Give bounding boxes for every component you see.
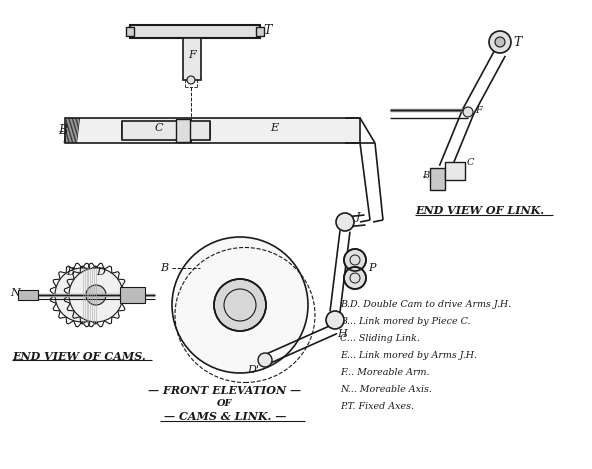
Text: B.D. Double Cam to drive Arms J.H.: B.D. Double Cam to drive Arms J.H. [340, 300, 511, 309]
Circle shape [336, 213, 354, 231]
Circle shape [86, 285, 106, 305]
Text: D: D [96, 267, 105, 277]
Text: P: P [368, 263, 375, 273]
Bar [430, 168, 445, 190]
Bar [256, 27, 264, 36]
Text: END VIEW OF CAMS.: END VIEW OF CAMS. [12, 350, 146, 362]
Bar [183, 38, 201, 80]
Circle shape [72, 285, 92, 305]
Text: N: N [239, 298, 249, 311]
Text: OF: OF [217, 399, 233, 408]
Text: F... Moreable Arm.: F... Moreable Arm. [340, 368, 430, 377]
Text: C... Sliding Link.: C... Sliding Link. [340, 334, 420, 343]
Circle shape [187, 76, 195, 84]
Bar [176, 119, 190, 142]
Text: T: T [263, 23, 271, 37]
Text: — CAMS & LINK. —: — CAMS & LINK. — [164, 410, 286, 422]
Circle shape [495, 37, 505, 47]
Bar [122, 121, 210, 140]
Text: N... Moreable Axis.: N... Moreable Axis. [340, 385, 432, 394]
Text: P.T. Fixed Axes.: P.T. Fixed Axes. [340, 402, 414, 411]
Text: H: H [337, 329, 347, 339]
Text: E... Link mored by Arms J.H.: E... Link mored by Arms J.H. [340, 351, 477, 360]
Text: C: C [467, 158, 475, 166]
Text: — FRONT ELEVATION —: — FRONT ELEVATION — [149, 385, 301, 395]
Text: N: N [10, 288, 20, 298]
Text: END VIEW OF LINK.: END VIEW OF LINK. [415, 204, 544, 215]
Text: Ƀ: Ƀ [422, 171, 429, 180]
Bar [18, 290, 38, 300]
Bar [445, 162, 465, 180]
Circle shape [463, 107, 473, 117]
Text: Ƀ... Link mored by Piece C.: Ƀ... Link mored by Piece C. [340, 317, 471, 326]
Text: D': D' [247, 365, 259, 375]
Circle shape [344, 249, 366, 271]
Text: C: C [155, 123, 163, 133]
Circle shape [69, 268, 123, 322]
Bar [65, 118, 360, 143]
Circle shape [55, 268, 109, 322]
Text: Ƀ: Ƀ [58, 123, 67, 136]
Text: F: F [475, 106, 482, 114]
Text: F: F [188, 50, 196, 60]
Circle shape [214, 279, 266, 331]
Text: B: B [66, 267, 74, 277]
Bar [120, 287, 145, 303]
Bar [130, 25, 260, 38]
Circle shape [326, 311, 344, 329]
Text: B: B [160, 263, 168, 273]
Circle shape [344, 267, 366, 289]
Circle shape [172, 237, 308, 373]
Circle shape [258, 353, 272, 367]
Text: T: T [513, 36, 522, 48]
Text: J: J [356, 212, 361, 222]
Text: E: E [270, 123, 278, 133]
Bar [126, 27, 134, 36]
Circle shape [489, 31, 511, 53]
